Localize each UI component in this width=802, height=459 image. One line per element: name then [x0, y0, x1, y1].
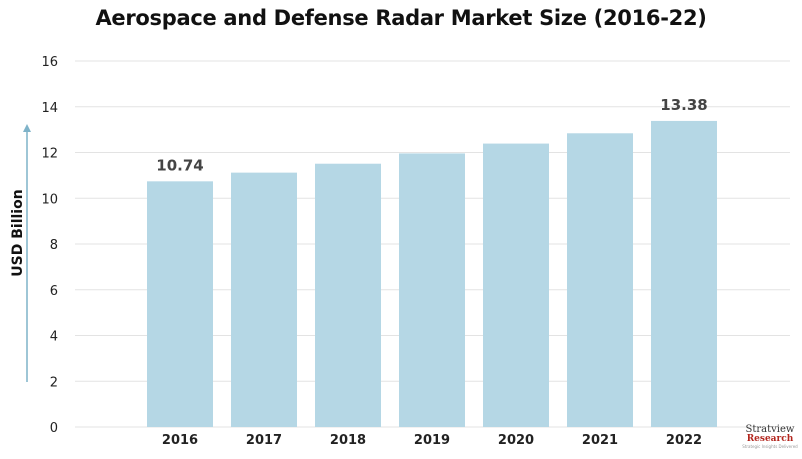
- logo-sub: Research: [746, 434, 794, 444]
- bar-2017: [231, 172, 297, 427]
- y-tick-label: 14: [41, 101, 58, 116]
- bar-2019: [399, 153, 465, 428]
- y-tick-label: 2: [50, 375, 58, 390]
- bar-2020: [483, 143, 549, 428]
- bar-2022: [651, 120, 717, 428]
- x-tick-label: 2021: [582, 433, 618, 448]
- y-tick-label: 4: [50, 330, 58, 345]
- x-tick-label: 2018: [330, 433, 366, 448]
- x-tick-label: 2016: [162, 433, 198, 448]
- y-tick-label: 0: [50, 421, 58, 436]
- logo-name: Stratview: [745, 424, 795, 435]
- x-tick-label: 2022: [666, 433, 702, 448]
- y-tick-label: 16: [41, 55, 58, 70]
- x-tick-label: 2020: [498, 433, 534, 448]
- y-tick-label: 10: [41, 192, 58, 207]
- data-label-2016: 10.74: [156, 156, 203, 174]
- stratview-logo: Stratview Research Strategic Insights De…: [738, 424, 802, 450]
- arrow-head-icon: [23, 124, 31, 132]
- data-label-2022: 13.38: [660, 96, 707, 114]
- logo-tagline: Strategic Insights Delivered: [742, 444, 798, 449]
- bar-2018: [315, 163, 381, 428]
- chart-title: Aerospace and Defense Radar Market Size …: [95, 6, 707, 30]
- bar-2016: [147, 181, 213, 427]
- bar-2021: [567, 133, 633, 427]
- y-tick-label: 12: [41, 147, 58, 162]
- y-tick-label: 6: [50, 284, 58, 299]
- x-tick-label: 2017: [246, 433, 282, 448]
- y-tick-label: 8: [50, 238, 58, 253]
- x-tick-label: 2019: [414, 433, 450, 448]
